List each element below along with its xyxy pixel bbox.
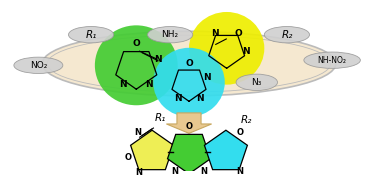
Text: N: N — [135, 128, 142, 137]
Polygon shape — [167, 134, 211, 174]
Circle shape — [189, 12, 264, 85]
Text: R₁: R₁ — [85, 30, 97, 40]
Text: O: O — [234, 29, 242, 38]
Ellipse shape — [147, 27, 193, 43]
Text: N: N — [119, 79, 127, 88]
Text: N: N — [135, 168, 142, 177]
Text: N: N — [154, 55, 162, 64]
Text: NH-NO₂: NH-NO₂ — [318, 56, 347, 65]
Text: R₁: R₁ — [154, 113, 166, 123]
Text: N: N — [203, 73, 211, 82]
Ellipse shape — [304, 52, 360, 68]
Text: N: N — [171, 167, 178, 176]
Text: N: N — [196, 94, 203, 103]
Ellipse shape — [68, 27, 114, 43]
Ellipse shape — [264, 27, 310, 43]
Text: NH₂: NH₂ — [162, 30, 179, 39]
Text: N: N — [236, 167, 243, 176]
Text: N₃: N₃ — [252, 78, 262, 87]
Text: O: O — [185, 59, 193, 68]
Text: N: N — [146, 79, 153, 88]
Text: R₂: R₂ — [240, 115, 252, 125]
Text: R₂: R₂ — [281, 30, 293, 40]
Text: O: O — [125, 153, 132, 162]
Circle shape — [153, 48, 225, 117]
Circle shape — [95, 25, 178, 105]
Text: N: N — [200, 167, 207, 176]
Text: O: O — [186, 122, 192, 132]
Text: O: O — [132, 39, 140, 48]
Text: N: N — [211, 29, 219, 38]
Text: N: N — [242, 47, 250, 56]
Polygon shape — [166, 113, 212, 133]
Polygon shape — [204, 130, 247, 170]
Ellipse shape — [42, 31, 336, 96]
Text: NO₂: NO₂ — [29, 61, 47, 70]
Text: N: N — [175, 94, 182, 103]
Ellipse shape — [14, 57, 63, 73]
Polygon shape — [131, 130, 174, 170]
Ellipse shape — [236, 74, 277, 90]
Text: O: O — [236, 128, 243, 137]
